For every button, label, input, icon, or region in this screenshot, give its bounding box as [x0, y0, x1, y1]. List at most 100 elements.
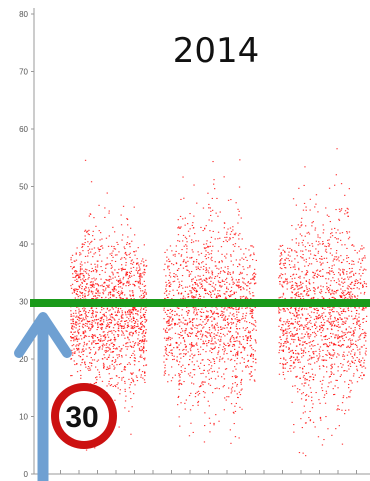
data-point: [106, 192, 108, 194]
data-point: [231, 335, 234, 337]
data-point: [351, 343, 353, 345]
data-point: [96, 264, 99, 266]
data-point: [125, 273, 127, 275]
data-point: [253, 324, 255, 326]
data-point: [247, 336, 249, 338]
data-point: [221, 311, 224, 313]
data-point: [331, 324, 333, 326]
data-point: [97, 247, 99, 249]
data-point: [329, 288, 331, 290]
data-point: [313, 318, 316, 320]
data-point: [88, 229, 90, 231]
data-point: [356, 381, 359, 383]
data-point: [234, 360, 236, 362]
data-point: [288, 325, 290, 327]
data-point: [92, 337, 94, 339]
data-point: [143, 280, 145, 282]
data-point: [317, 359, 319, 361]
data-point: [81, 338, 83, 340]
data-point: [204, 323, 206, 325]
data-point: [344, 332, 346, 334]
data-point: [176, 359, 178, 361]
data-point: [327, 320, 329, 322]
up-arrow: [14, 312, 72, 481]
data-point: [314, 374, 316, 376]
data-point: [171, 311, 173, 313]
y-tick-label: 30: [19, 298, 28, 307]
data-point: [114, 348, 117, 350]
data-point: [129, 252, 131, 254]
data-point: [189, 409, 192, 411]
data-point: [360, 360, 362, 362]
data-point: [301, 287, 303, 289]
data-point: [280, 262, 282, 264]
data-point: [307, 313, 309, 315]
data-point: [319, 258, 321, 260]
data-point: [104, 271, 106, 273]
data-point: [121, 268, 123, 270]
sign-face: [59, 391, 109, 441]
data-point: [283, 321, 285, 323]
data-point: [281, 329, 283, 331]
data-point: [319, 368, 321, 370]
data-point: [309, 320, 311, 322]
data-point: [329, 273, 331, 275]
data-point: [204, 381, 206, 383]
data-point: [289, 255, 291, 257]
data-point: [141, 297, 143, 299]
data-point: [120, 317, 123, 319]
data-point: [252, 277, 254, 279]
data-point: [111, 260, 113, 262]
data-point: [131, 406, 133, 408]
data-point: [284, 262, 286, 264]
data-point: [111, 282, 113, 284]
data-point: [321, 444, 324, 446]
data-point: [347, 298, 349, 300]
data-point: [84, 159, 87, 161]
data-point: [293, 273, 295, 275]
data-point: [245, 312, 248, 314]
data-point: [304, 422, 307, 424]
data-point: [137, 270, 140, 272]
data-point: [243, 258, 245, 260]
data-point: [111, 360, 113, 362]
data-point: [279, 255, 281, 257]
data-point: [209, 245, 211, 247]
data-point: [124, 294, 126, 296]
data-point: [217, 332, 219, 334]
data-point: [170, 352, 172, 354]
data-point: [345, 329, 347, 331]
data-point: [164, 263, 166, 265]
data-point: [251, 323, 253, 325]
data-point: [249, 354, 252, 356]
data-point: [113, 287, 115, 289]
data-point: [343, 279, 345, 281]
data-point: [108, 278, 110, 280]
data-point: [81, 268, 83, 270]
data-point: [132, 352, 134, 354]
data-point: [350, 331, 352, 333]
data-point: [168, 316, 171, 318]
data-point: [342, 290, 344, 292]
data-point: [328, 243, 331, 245]
data-point: [124, 366, 126, 368]
data-point: [112, 256, 114, 258]
data-point: [252, 274, 254, 276]
data-point: [222, 241, 225, 243]
data-point: [243, 288, 245, 290]
data-point: [218, 350, 220, 352]
data-point: [249, 265, 251, 267]
data-point: [341, 409, 343, 411]
data-point: [109, 378, 111, 380]
data-point: [182, 355, 185, 357]
data-point: [121, 239, 123, 241]
data-point: [109, 292, 111, 294]
speed-limit-sign: 30: [51, 383, 117, 449]
data-point: [190, 257, 193, 259]
data-point: [144, 381, 146, 383]
data-point: [101, 328, 103, 330]
data-point: [103, 282, 105, 284]
data-point: [108, 212, 110, 214]
data-point: [231, 279, 233, 281]
data-point: [293, 362, 296, 364]
